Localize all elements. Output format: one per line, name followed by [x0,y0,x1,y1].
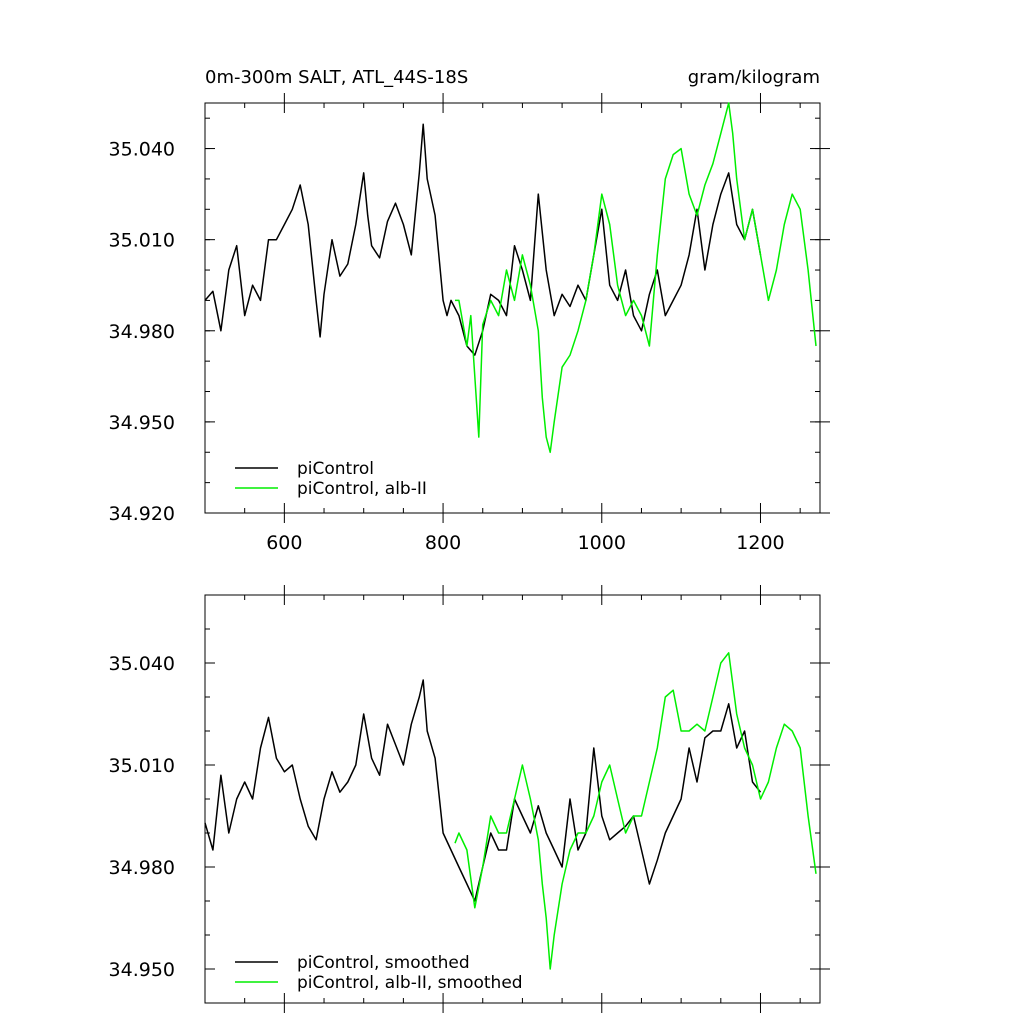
x-tick-label: 1200 [736,532,784,554]
series-line-picontrol-alb-ii [455,102,817,454]
y-tick-label: 34.950 [109,412,175,434]
bottom-panel-smoothed-series: 34.950 34.980 35.010 35.040 piControl, smoot… [109,585,830,1013]
y-tick-label: 34.920 [109,503,175,525]
y-tick-label: 34.950 [109,959,175,981]
plot-frame [204,594,821,1004]
top-panel-raw-series: 600 800 1000 1200 34.920 34.950 34.980 35.010 35… [109,67,830,554]
legend-entry: piControl, smoothed [297,953,470,973]
y-tick-label: 35.010 [109,230,175,252]
plot-title: 0m-300m SALT, ATL_44S-18S [205,67,468,88]
y-tick-label: 35.040 [109,653,175,675]
y-tick-label: 35.040 [109,139,175,161]
y-tick-label: 34.980 [109,857,175,879]
plot-frame [204,102,821,514]
series-line-picontrol-alb-ii [454,652,817,970]
x-tick-label: 1000 [578,532,626,554]
x-tick-label: 800 [425,532,461,554]
units-label: gram/kilogram [688,67,820,88]
legend-entry: piControl, alb-II [297,479,427,499]
y-tick-label: 34.980 [109,321,175,343]
y-tick-label: 35.010 [109,755,175,777]
legend-entry: piControl [297,459,374,479]
x-tick-label: 600 [266,532,302,554]
series-line-picontrol [204,123,762,356]
legend-entry: piControl, alb-II, smoothed [297,973,523,993]
